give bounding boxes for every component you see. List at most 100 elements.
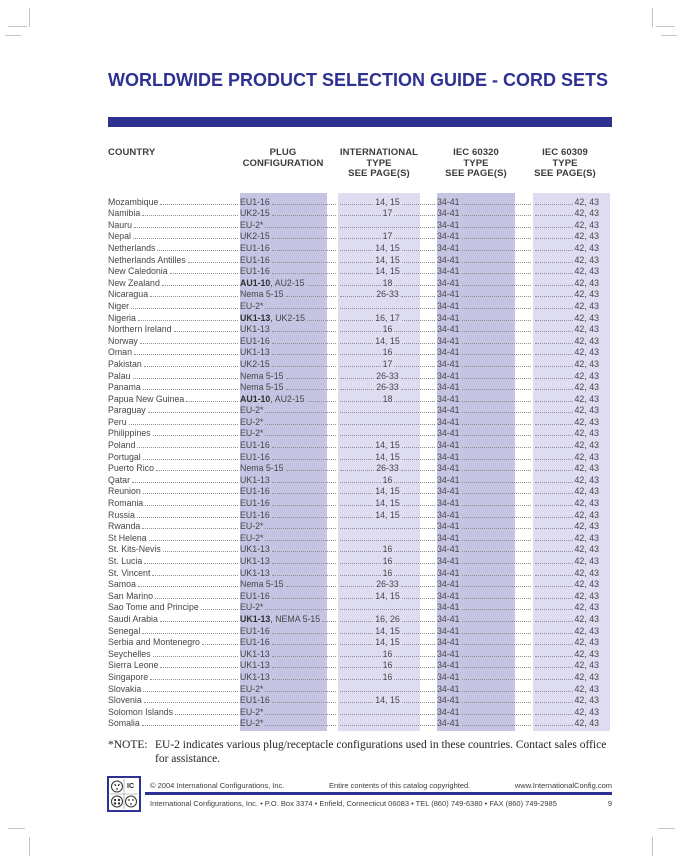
- dot-leader: [340, 609, 435, 611]
- dot-leader: [401, 458, 435, 460]
- plug-configuration: EU1-16: [240, 336, 270, 346]
- international-pages: 16: [382, 660, 393, 671]
- dot-leader: [401, 620, 435, 622]
- table-row: Oman UK1-13 16 34-41 42, 43: [108, 346, 612, 357]
- plug-configuration-rest: , UK2-15: [270, 312, 306, 323]
- dot-leader: [340, 284, 381, 286]
- dot-leader: [143, 702, 238, 704]
- dot-leader: [144, 563, 238, 564]
- plug-configuration: UK2-15: [240, 231, 270, 241]
- dot-leader: [271, 574, 336, 576]
- plug-configuration-primary: UK1-13: [240, 312, 271, 323]
- dot-leader: [142, 458, 238, 460]
- plug-configuration-rest: UK1-13: [240, 648, 270, 659]
- dot-leader: [535, 667, 573, 669]
- dot-leader: [394, 365, 436, 367]
- dot-leader: [461, 319, 531, 321]
- plug-configuration-rest: Nema 5-15: [240, 370, 284, 381]
- plug-configuration: Nema 5-15: [240, 463, 284, 473]
- international-pages: 16: [382, 567, 393, 578]
- crop-mark-top-right: [661, 35, 677, 36]
- iec60309-pages: 42, 43: [574, 440, 599, 451]
- plug-configuration: EU-2*: [240, 707, 263, 717]
- dot-leader: [401, 249, 435, 251]
- plug-configuration: UK1-13: [240, 649, 270, 659]
- plug-configuration: EU1-16: [240, 510, 270, 520]
- col-header-iec60309-type: IEC 60309 TYPE SEE PAGE(S): [534, 147, 596, 179]
- dot-leader: [340, 597, 374, 599]
- dot-leader: [461, 725, 531, 727]
- dot-leader: [535, 319, 573, 321]
- dot-leader: [340, 412, 435, 414]
- dot-leader: [461, 539, 531, 541]
- international-pages: 14, 15: [375, 637, 400, 648]
- dot-leader: [461, 481, 531, 483]
- plug-configuration: UK1-13: [240, 672, 270, 682]
- dot-leader: [461, 412, 531, 414]
- dot-leader: [401, 632, 435, 634]
- iec60320-pages: 34-41: [437, 695, 460, 706]
- dot-leader: [150, 296, 238, 298]
- country-name: Somalia: [108, 718, 140, 729]
- international-pages: 14, 15: [375, 590, 400, 601]
- international-column-band: [338, 193, 420, 731]
- plug-configuration-rest: EU1-16: [240, 451, 270, 462]
- dot-leader: [132, 377, 238, 379]
- plug-configuration-primary: AU1-10: [240, 277, 271, 288]
- table-row: Samoa Nema 5-15 26-33 34-41 42, 43: [108, 578, 612, 589]
- country-name: Rwanda: [108, 521, 141, 532]
- dot-leader: [340, 342, 374, 344]
- crop-mark-top-left: [8, 26, 27, 27]
- dot-leader: [535, 620, 573, 622]
- plug-configuration: EU1-16: [240, 591, 270, 601]
- dot-leader: [401, 702, 435, 704]
- footer-copyright-line: © 2004 International Configurations, Inc…: [150, 781, 612, 790]
- iec60320-pages: 34-41: [437, 382, 460, 393]
- international-pages: 26-33: [376, 463, 399, 474]
- plug-configuration: EU-2*: [240, 533, 263, 543]
- iec60320-pages: 34-41: [437, 509, 460, 520]
- dot-leader: [155, 597, 238, 599]
- dot-leader: [271, 702, 336, 704]
- dot-leader: [340, 447, 374, 449]
- dot-leader: [400, 377, 435, 379]
- dot-leader: [265, 307, 336, 309]
- dot-leader: [322, 620, 336, 622]
- dot-leader: [271, 447, 336, 449]
- crop-mark-top-right: [652, 8, 653, 27]
- plug-configuration: Nema 5-15: [240, 382, 284, 392]
- plug-configuration-rest: EU1-16: [240, 625, 270, 636]
- dot-leader: [340, 644, 374, 646]
- iec60309-pages: 42, 43: [574, 625, 599, 636]
- country-name: Portugal: [108, 451, 141, 462]
- dot-leader: [461, 354, 531, 356]
- table-row: Nepal UK2-15 17 34-41 42, 43: [108, 230, 612, 242]
- dot-leader: [401, 505, 435, 507]
- iec60309-pages: 42, 43: [574, 266, 599, 277]
- table-row: Nigeria UK1-13, UK2-15 16, 17 34-41 42, …: [108, 311, 612, 323]
- plug-configuration-rest: UK2-15: [240, 358, 270, 369]
- iec60309-pages: 42, 43: [574, 393, 599, 404]
- website-text: www.InternationalConfig.com: [514, 781, 612, 790]
- dot-leader: [159, 620, 238, 622]
- dot-leader: [340, 226, 435, 228]
- dot-leader: [142, 215, 238, 217]
- dot-leader: [461, 597, 531, 599]
- dot-leader: [265, 423, 336, 425]
- crop-mark-top-right: [656, 26, 675, 27]
- dot-leader: [160, 203, 238, 205]
- dot-leader: [175, 713, 238, 715]
- plug-configuration: EU1-16: [240, 440, 270, 450]
- table-row: Romania EU1-16 14, 15 34-41 42, 43: [108, 496, 612, 508]
- table-row: Singapore UK1-13 16 34-41 42, 43: [108, 670, 612, 682]
- dot-leader: [340, 586, 375, 588]
- iec60320-pages: 34-41: [437, 231, 460, 242]
- dot-leader: [535, 539, 573, 541]
- table-rows: Mozambique EU1-16 14, 15 34-41 42, 43: [108, 193, 612, 729]
- dot-leader: [461, 702, 531, 704]
- dot-leader: [535, 597, 573, 599]
- plug-configuration-rest: UK1-13: [240, 671, 270, 682]
- dot-leader: [461, 505, 531, 507]
- dot-leader: [133, 354, 238, 356]
- country-name: Netherlands Antilles: [108, 254, 186, 265]
